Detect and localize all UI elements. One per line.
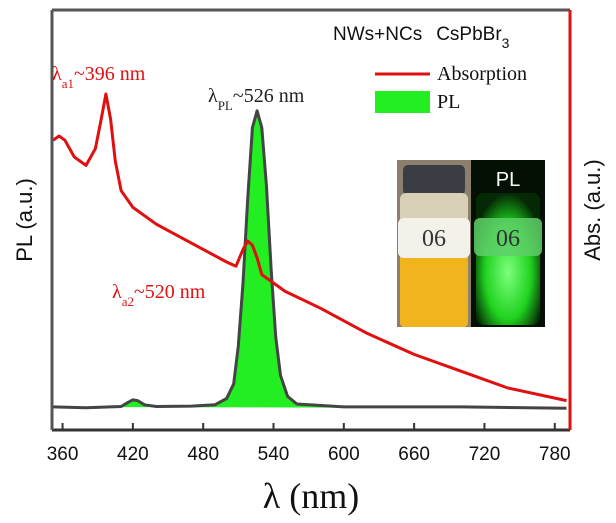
annotation-symbol: λ bbox=[208, 85, 218, 107]
x-tick-label: 720 bbox=[469, 444, 501, 465]
inset-photo bbox=[397, 160, 545, 327]
y2-axis-label: Abs. (a.u.) bbox=[580, 159, 605, 260]
annotation-subscript: a2 bbox=[122, 294, 134, 309]
vial-label: 06 bbox=[496, 226, 520, 252]
annotation-text: ~520 nm bbox=[134, 281, 206, 303]
title-main: NWs+NCs bbox=[333, 24, 422, 45]
x-tick-label: 480 bbox=[187, 444, 219, 465]
legend-label: PL bbox=[437, 91, 460, 113]
title-compound: CsPbBr bbox=[436, 24, 502, 45]
legend-swatch bbox=[375, 91, 430, 113]
annotation-text: ~526 nm bbox=[233, 85, 305, 107]
x-tick-label: 540 bbox=[258, 444, 290, 465]
annotation-subscript: a1 bbox=[62, 76, 74, 91]
x-tick-label: 780 bbox=[539, 444, 571, 465]
vial-label: 06 bbox=[422, 226, 446, 252]
x-tick-label: 600 bbox=[328, 444, 360, 465]
x-axis-label: λ (nm) bbox=[263, 476, 359, 516]
legend-label: Absorption bbox=[437, 63, 527, 85]
annotation-text: ~396 nm bbox=[74, 63, 146, 85]
y-axis-label: PL (a.u.) bbox=[12, 178, 37, 262]
annotation: λPL~526 nm bbox=[208, 85, 305, 113]
x-tick-label: 360 bbox=[47, 444, 79, 465]
inset-label: PL bbox=[496, 169, 520, 191]
annotation: λa2~520 nm bbox=[112, 281, 206, 309]
annotation-symbol: λ bbox=[52, 63, 62, 85]
pl-outline bbox=[53, 109, 567, 410]
annotation-subscript: PL bbox=[218, 98, 233, 113]
x-tick-label: 420 bbox=[117, 444, 149, 465]
chart-title: NWs+NCs CsPbBr3 bbox=[333, 24, 510, 51]
annotation-symbol: λ bbox=[112, 281, 122, 303]
annotation: λa1~396 nm bbox=[52, 63, 146, 91]
absorption-line bbox=[52, 92, 567, 403]
title-subscript: 3 bbox=[502, 35, 510, 51]
x-tick-label: 660 bbox=[398, 444, 430, 465]
